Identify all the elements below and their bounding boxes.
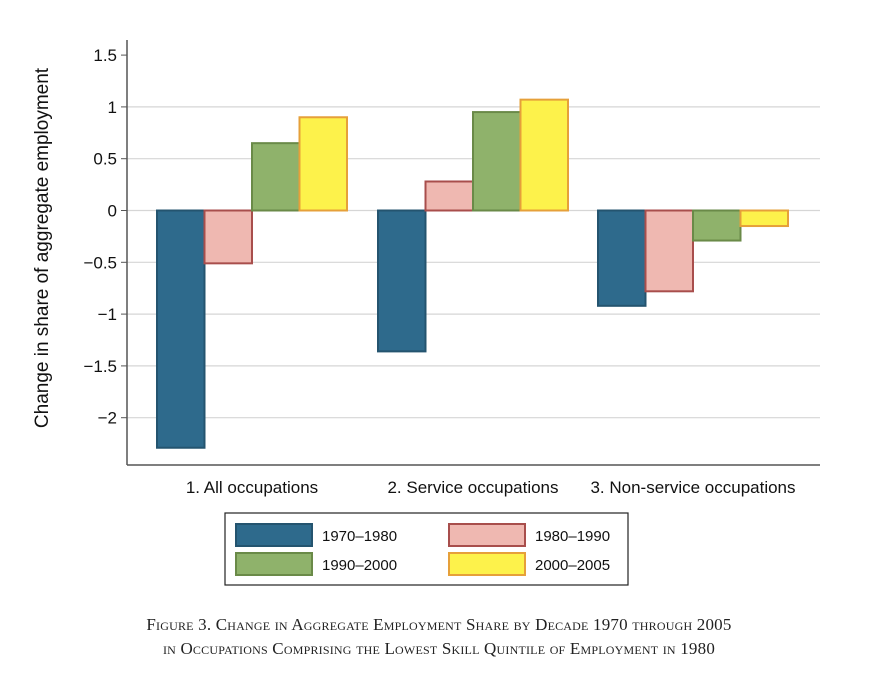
legend-swatch <box>235 552 313 576</box>
legend-swatch <box>448 523 526 547</box>
y-axis-label: Change in share of aggregate employment <box>32 67 53 428</box>
bar-1980–1990-1 <box>203 209 253 265</box>
legend-label: 1970–1980 <box>322 528 397 545</box>
bar-1980–1990-2 <box>424 180 474 212</box>
bar-2000–2005-3 <box>739 209 789 228</box>
bar-1970–1980-2 <box>377 209 427 353</box>
bar-1990–2000-3 <box>692 209 742 242</box>
bar-chart: 1.5 1 0.5 0 −0.5 −1 −1.5 −2 1. All occupations 2… <box>32 40 820 586</box>
y-tick-label: −0.5 <box>83 253 117 272</box>
legend-label: 1980–1990 <box>535 528 610 545</box>
y-tick-label: −2 <box>98 409 117 428</box>
bar-2000–2005-2 <box>519 98 569 212</box>
x-category-label: 2. Service occupations <box>387 478 558 497</box>
x-category-label: 1. All occupations <box>186 478 318 497</box>
bar-1990–2000-1 <box>251 142 301 212</box>
bar-1970–1980-3 <box>597 209 647 307</box>
bar-2000–2005-1 <box>298 116 348 212</box>
caption-line-2: in Occupations Comprising the Lowest Ski… <box>162 639 716 658</box>
bar-1980–1990-3 <box>644 209 694 293</box>
y-tick-label: 0 <box>108 202 117 221</box>
legend-label: 2000–2005 <box>535 557 610 574</box>
y-tick-label: −1 <box>98 305 117 324</box>
y-tick-label: 1 <box>108 98 117 117</box>
legend-label: 1990–2000 <box>322 557 397 574</box>
y-tick-label: 0.5 <box>93 150 117 169</box>
x-category-label: 3. Non-service occupations <box>590 478 795 497</box>
caption-line-1: Figure 3. Change in Aggregate Employment… <box>146 615 732 634</box>
bar-1970–1980-1 <box>156 209 206 449</box>
legend-swatch <box>235 523 313 547</box>
y-tick-label: −1.5 <box>83 357 117 376</box>
legend-swatch <box>448 552 526 576</box>
y-tick-label: 1.5 <box>93 46 117 65</box>
bar-1990–2000-2 <box>472 111 522 212</box>
